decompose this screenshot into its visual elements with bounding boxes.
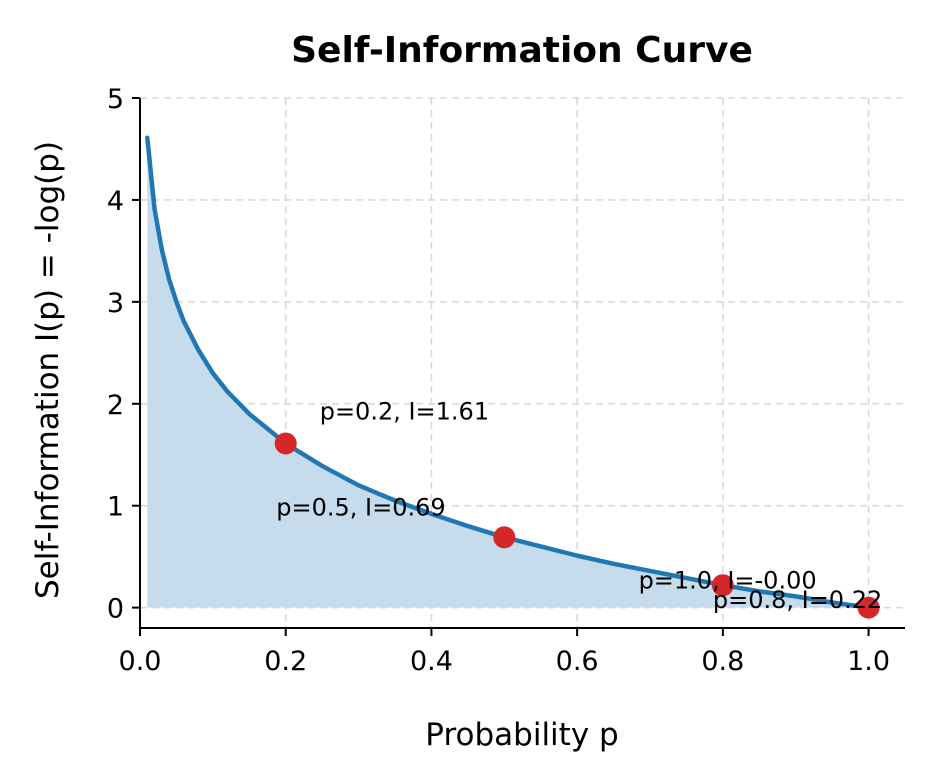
data-point — [274, 432, 297, 455]
y-tick-label: 3 — [107, 288, 124, 319]
data-point — [857, 596, 880, 619]
x-tick-label: 0.6 — [556, 646, 599, 677]
curve — [145, 135, 871, 610]
y-tick-label: 4 — [107, 186, 124, 217]
ticks: 0.0 0.2 0.4 0.6 0.8 1.0 0 1 2 3 4 5 — [107, 84, 890, 677]
x-tick-label: 0.0 — [119, 646, 162, 677]
x-tick-label: 1.0 — [847, 646, 890, 677]
y-tick-label: 1 — [107, 492, 124, 523]
y-axis-label: Self-Information I(p) = -log(p) — [30, 141, 66, 599]
y-tick-label: 2 — [107, 390, 124, 421]
chart-title: Self-Information Curve — [291, 30, 753, 71]
points — [274, 432, 880, 619]
data-point — [493, 526, 516, 549]
annotations: p=0.2, I=1.61 p=0.5, I=0.69 p=0.8, I=0.22p… — [276, 398, 882, 615]
x-axis-label: Probability p — [425, 717, 618, 753]
x-tick-label: 0.2 — [264, 646, 307, 677]
x-tick-label: 0.8 — [701, 646, 744, 677]
self-information-line — [145, 135, 871, 610]
area-under-curve — [147, 137, 869, 608]
x-tick-label: 0.4 — [410, 646, 453, 677]
area-fill — [147, 137, 869, 608]
y-tick-label: 0 — [107, 594, 124, 625]
y-tick-label: 5 — [107, 84, 124, 115]
point-annotation: p=1.0, I=-0.00 — [639, 567, 817, 595]
axes — [139, 98, 905, 629]
point-annotation: p=0.2, I=1.61 — [320, 398, 489, 426]
point-annotation: p=0.5, I=0.69 — [276, 493, 445, 521]
point-annotation: p=0.8, I=0.22 — [713, 586, 882, 614]
data-point — [711, 574, 734, 597]
